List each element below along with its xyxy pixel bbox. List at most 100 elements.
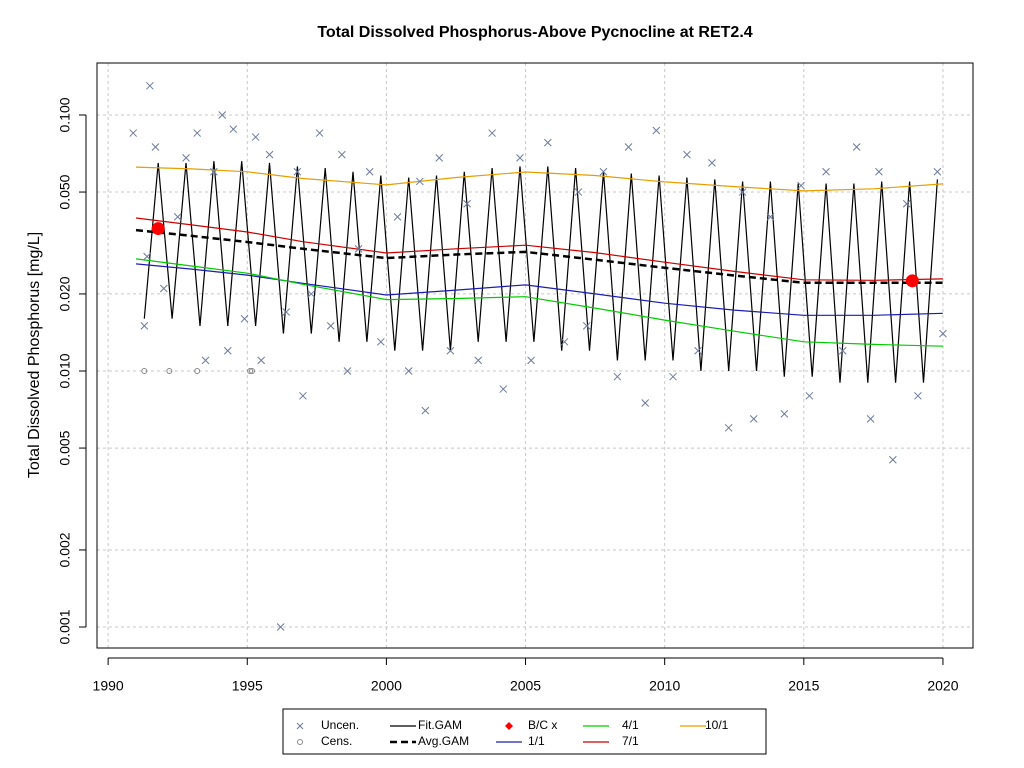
legend-label: Uncen. (321, 718, 359, 732)
data-point (780, 410, 789, 418)
data-point (218, 111, 227, 119)
data-point (463, 199, 471, 208)
data-point (265, 150, 274, 159)
data-point (326, 322, 335, 330)
x-tick-label: 1990 (93, 678, 124, 694)
legend-symbol (297, 739, 303, 745)
data-point (159, 284, 168, 293)
legend-item: Uncen. (296, 718, 359, 732)
legend-label: 7/1 (622, 734, 639, 748)
data-point (293, 167, 302, 176)
data-point (229, 125, 238, 134)
data-point (516, 154, 524, 162)
data-point (182, 154, 190, 162)
data-point (415, 177, 424, 186)
data-point (365, 167, 374, 176)
data-point (307, 290, 316, 298)
data-point (939, 329, 947, 338)
censored-point (194, 367, 201, 374)
data-point (933, 167, 942, 176)
data-point (251, 133, 260, 141)
bc-point (905, 274, 919, 288)
data-point (724, 423, 733, 432)
data-point (488, 129, 496, 137)
data-point (838, 346, 847, 355)
x-tick-label: 2000 (371, 678, 402, 694)
data-point (694, 346, 702, 355)
series-line (135, 228, 943, 285)
data-point (875, 167, 883, 176)
censored-point (141, 367, 148, 374)
data-point (560, 337, 569, 346)
data-point (499, 385, 508, 393)
data-point (354, 244, 363, 253)
data-point (669, 372, 677, 381)
legend-item: Cens. (297, 734, 352, 748)
data-point (613, 372, 622, 381)
data-point (140, 322, 149, 330)
legend-item: Avg.GAM (390, 734, 469, 748)
legend-item: B/C x (505, 718, 557, 732)
data-point (652, 126, 661, 135)
series-line (135, 217, 943, 281)
bc-point (151, 222, 165, 236)
data-point (146, 81, 154, 90)
legend-label: 1/1 (528, 734, 545, 748)
data-point (315, 129, 324, 137)
data-point (738, 188, 747, 196)
censored-point (166, 367, 173, 374)
legend-label: 10/1 (705, 718, 729, 732)
data-point (210, 167, 218, 176)
data-point (338, 150, 346, 159)
censored-point (247, 367, 254, 374)
data-point (223, 346, 232, 355)
legend-label: B/C x (528, 718, 557, 732)
data-point (393, 213, 402, 221)
data-point (914, 391, 922, 400)
legend-item: 4/1 (583, 718, 639, 732)
y-tick-label: 0.100 (57, 97, 73, 132)
legend-label: Avg.GAM (418, 734, 469, 748)
legend-label: Cens. (321, 734, 352, 748)
y-axis-label: Total Dissolved Phosphorus [mg/L] (26, 232, 43, 478)
y-tick-label: 0.020 (57, 276, 73, 311)
y-tick-label: 0.010 (57, 353, 73, 388)
series-line (135, 258, 943, 347)
data-point (173, 213, 182, 221)
series-line (135, 263, 943, 316)
data-point (282, 308, 291, 316)
data-point (852, 143, 861, 151)
x-tick-label: 2005 (510, 678, 541, 694)
legend-label: 4/1 (622, 718, 639, 732)
grid (97, 63, 973, 648)
legend-item: 1/1 (496, 734, 545, 748)
data-point (641, 399, 650, 407)
data-point (683, 150, 691, 159)
y-tick-label: 0.001 (57, 609, 73, 644)
chart-title: Total Dissolved Phosphorus-Above Pycnocl… (317, 24, 752, 41)
legend (282, 708, 767, 755)
series-line (135, 166, 943, 192)
data-point (240, 314, 249, 323)
legend-label: Fit.GAM (418, 718, 462, 732)
data-point (193, 129, 202, 137)
legend-item: 10/1 (680, 718, 729, 732)
x-tick-label: 2020 (927, 678, 958, 694)
y-tick-label: 0.002 (57, 532, 73, 567)
data-point (474, 356, 483, 365)
data-point (446, 346, 455, 355)
data-point (797, 181, 805, 190)
data-point (749, 415, 758, 423)
data-point (343, 367, 352, 375)
legend-symbol (296, 722, 304, 730)
legend-item: Fit.GAM (390, 718, 462, 732)
data-point (889, 455, 897, 464)
data-point (404, 367, 413, 375)
data-point (822, 167, 830, 176)
data-point (421, 406, 430, 415)
x-tick-label: 1995 (232, 678, 263, 694)
data-point (276, 623, 285, 631)
data-point (129, 129, 138, 137)
